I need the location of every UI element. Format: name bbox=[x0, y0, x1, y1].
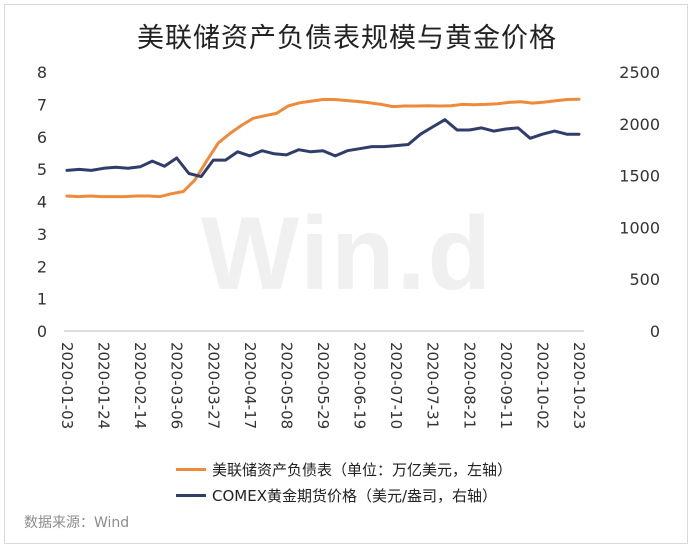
left-tick-label: 2 bbox=[37, 257, 47, 276]
x-tick-label: 2020-10-02 bbox=[533, 342, 551, 429]
left-tick-label: 8 bbox=[37, 63, 47, 82]
x-tick-label: 2020-06-19 bbox=[351, 342, 369, 429]
series-layer bbox=[65, 97, 581, 199]
source-note: 数据来源：Wind bbox=[24, 515, 130, 531]
x-tick-label: 2020-09-11 bbox=[497, 342, 515, 429]
left-tick-label: 1 bbox=[37, 290, 47, 309]
x-axis: 2020-01-03 2020-01-24 2020-02-14 2020-03-06… bbox=[58, 330, 588, 429]
x-tick-label: 2020-05-08 bbox=[277, 342, 295, 429]
legend-label-fed-balance: 美联储资产负债表（单位：万亿美元，左轴） bbox=[212, 460, 513, 479]
left-tick-label: 5 bbox=[37, 160, 47, 179]
x-tick-label: 2020-02-14 bbox=[131, 342, 149, 429]
legend-swatch-navy bbox=[176, 493, 206, 497]
right-tick-label: 0 bbox=[650, 322, 660, 341]
right-tick-label: 1500 bbox=[619, 167, 660, 186]
x-tick-label: 2020-03-06 bbox=[168, 342, 186, 429]
x-tick-label: 2020-08-21 bbox=[460, 342, 478, 429]
x-tick-label: 2020-03-27 bbox=[204, 342, 222, 429]
left-axis: 0 1 2 3 4 5 6 7 8 bbox=[37, 63, 47, 341]
x-tick-label: 2020-01-03 bbox=[58, 342, 76, 429]
legend: 美联储资产负债表（单位：万亿美元，左轴） COMEX黄金期货价格（美元/盎司，右… bbox=[176, 456, 512, 508]
right-tick-label: 2500 bbox=[619, 63, 660, 82]
left-tick-label: 3 bbox=[37, 225, 47, 244]
legend-item-fed-balance: 美联储资产负债表（单位：万亿美元，左轴） bbox=[176, 456, 512, 482]
right-tick-label: 500 bbox=[629, 270, 660, 289]
x-tick-label: 2020-10-23 bbox=[570, 342, 588, 429]
right-axis: 0 500 1000 1500 2000 2500 bbox=[619, 63, 660, 341]
chart-title: 美联储资产负债表规模与黄金价格 bbox=[137, 23, 557, 54]
chart-frame bbox=[4, 4, 688, 544]
left-tick-label: 0 bbox=[37, 322, 47, 341]
x-tick-label: 2020-05-29 bbox=[314, 342, 332, 429]
x-tick-label: 2020-04-17 bbox=[241, 342, 259, 429]
x-tick-label: 2020-07-10 bbox=[387, 342, 405, 429]
series-line-fed-balance bbox=[65, 97, 581, 199]
left-tick-label: 4 bbox=[37, 193, 47, 212]
legend-swatch-orange bbox=[176, 467, 206, 471]
right-tick-label: 1000 bbox=[619, 218, 660, 237]
right-tick-label: 2000 bbox=[619, 115, 660, 134]
legend-item-gold-price: COMEX黄金期货价格（美元/盎司，右轴） bbox=[176, 482, 512, 508]
left-tick-label: 7 bbox=[37, 95, 47, 114]
series-line-gold-price bbox=[65, 118, 581, 179]
x-tick-label: 2020-01-24 bbox=[95, 342, 113, 429]
left-tick-label: 6 bbox=[37, 128, 47, 147]
x-tick-label: 2020-07-31 bbox=[424, 342, 442, 429]
watermark: Win.d bbox=[200, 196, 494, 312]
legend-label-gold-price: COMEX黄金期货价格（美元/盎司，右轴） bbox=[212, 486, 498, 505]
